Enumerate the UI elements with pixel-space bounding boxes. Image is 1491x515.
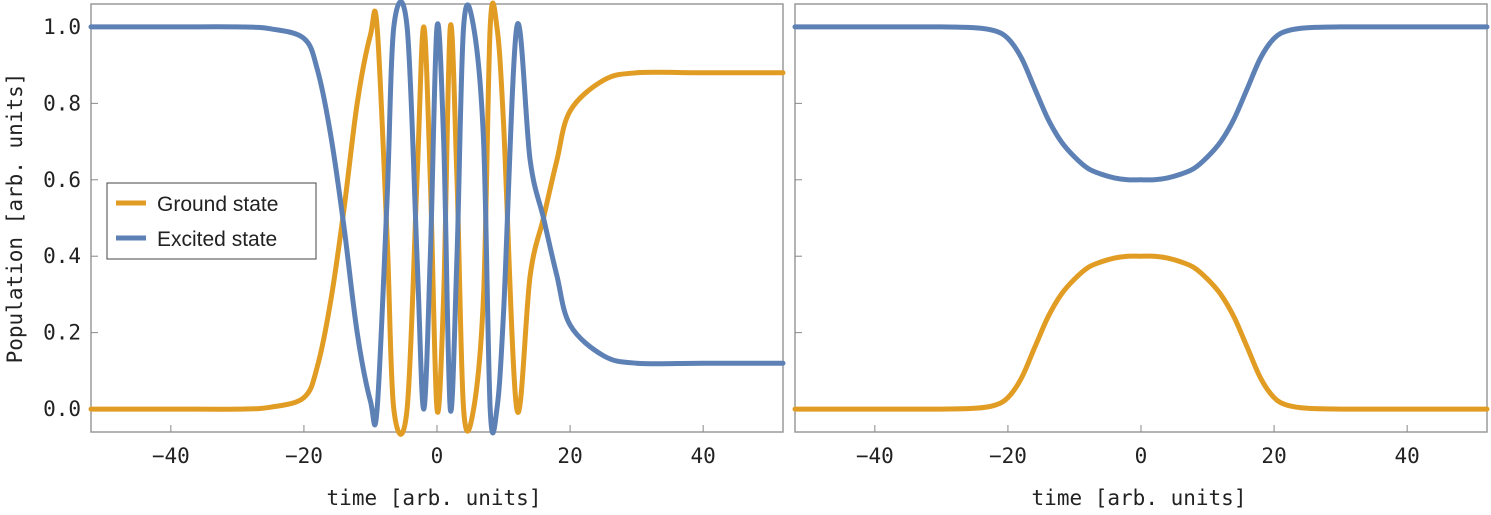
y-tick-label: 0.8 xyxy=(43,91,81,115)
legend: Ground state Excited state xyxy=(106,182,317,260)
y-tick-label: 1.0 xyxy=(43,15,81,39)
right-xlabel: time [arb. units] xyxy=(1032,486,1247,510)
x-tick-label: −40 xyxy=(152,444,190,468)
right-plot-area: −40 −20 0 20 40 xyxy=(792,24,1490,468)
x-tick-label: −40 xyxy=(856,444,894,468)
x-tick-label: 0 xyxy=(1135,444,1148,468)
x-tick-label: 40 xyxy=(1395,444,1420,468)
left-xlabel: time [arb. units] xyxy=(327,486,542,510)
y-tick-label: 0.4 xyxy=(43,244,81,268)
legend-box xyxy=(106,182,317,260)
y-tick-label: 0.0 xyxy=(43,397,81,421)
right-panel: time [arb. units] −40 −20 0 20 40 xyxy=(792,3,1490,510)
x-tick-label: 40 xyxy=(691,444,716,468)
x-tick-label: 0 xyxy=(431,444,444,468)
y-tick-label: 0.6 xyxy=(43,168,81,192)
left-ylabel: Population [arb. units] xyxy=(3,73,27,364)
x-tick-label: 20 xyxy=(1261,444,1286,468)
series-line-excited-state xyxy=(88,0,786,436)
right-plot-frame xyxy=(794,3,1488,433)
x-tick-label: 20 xyxy=(557,444,582,468)
y-tick-label: 0.2 xyxy=(43,321,81,345)
left-panel: Population [arb. units] time [arb. units… xyxy=(3,0,786,510)
series-line-ground-state xyxy=(792,253,1490,412)
x-tick-label: −20 xyxy=(285,444,323,468)
series-line-ground-state xyxy=(88,0,786,437)
left-plot-area: −40 −20 0 20 40 0.0 0.2 0.4 0.6 0.8 1.0 xyxy=(43,0,786,468)
x-tick-label: −20 xyxy=(989,444,1027,468)
series-line-excited-state xyxy=(792,24,1490,183)
legend-label-ground: Ground state xyxy=(157,193,278,216)
legend-label-excited: Excited state xyxy=(157,228,277,251)
